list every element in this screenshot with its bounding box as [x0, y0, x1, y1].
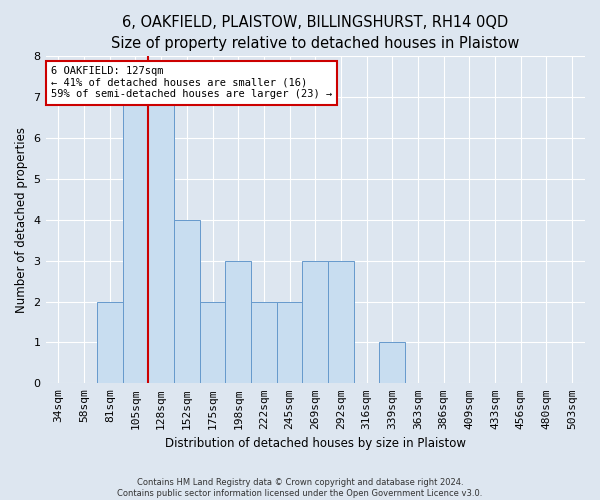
Text: 6 OAKFIELD: 127sqm
← 41% of detached houses are smaller (16)
59% of semi-detache: 6 OAKFIELD: 127sqm ← 41% of detached hou…	[51, 66, 332, 100]
Bar	[328, 260, 354, 384]
Bar	[174, 220, 200, 384]
Text: Contains HM Land Registry data © Crown copyright and database right 2024.
Contai: Contains HM Land Registry data © Crown c…	[118, 478, 482, 498]
Bar	[122, 97, 148, 384]
Bar	[302, 260, 328, 384]
Title: 6, OAKFIELD, PLAISTOW, BILLINGSHURST, RH14 0QD
Size of property relative to deta: 6, OAKFIELD, PLAISTOW, BILLINGSHURST, RH…	[111, 15, 520, 51]
Bar	[97, 302, 122, 384]
X-axis label: Distribution of detached houses by size in Plaistow: Distribution of detached houses by size …	[165, 437, 466, 450]
Bar	[226, 260, 251, 384]
Y-axis label: Number of detached properties: Number of detached properties	[15, 127, 28, 313]
Bar	[251, 302, 277, 384]
Bar	[277, 302, 302, 384]
Bar	[379, 342, 405, 384]
Bar	[200, 302, 226, 384]
Bar	[148, 97, 174, 384]
